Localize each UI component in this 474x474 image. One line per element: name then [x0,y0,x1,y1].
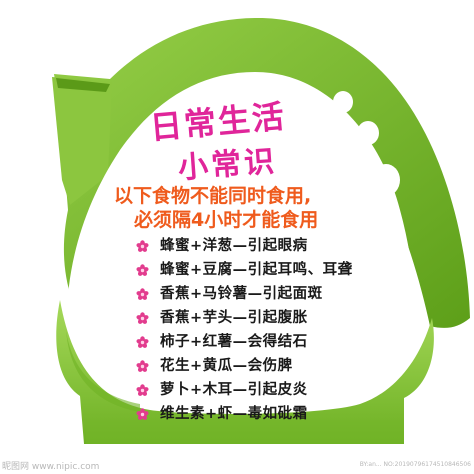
food-combination-list: 蜂蜜+洋葱—引起眼病 蜂蜜+豆腐—引起耳鸣、耳聋 香蕉+马铃薯—引起面斑 香蕉+… [136,233,353,425]
watermark-site: 昵图网 www.nipic.com [2,462,100,472]
tip-text: 柿子+红薯—会得结石 [160,334,308,350]
title-common-sense: 小常识 [177,144,279,186]
watermark-id: BY:an... NO:20190796174510846506 [359,461,471,468]
subtitle-interval-note: 必须隔4小时才能食用 [134,209,319,231]
sign-board [66,72,415,408]
tip-text: 萝卜+木耳—引起皮炎 [160,382,308,398]
pink-flower-icon [136,286,149,300]
list-item: 花生+黄瓜—会伤脾 [136,353,353,376]
pink-flower-icon [136,406,149,420]
roof-windows [333,91,400,196]
roof-window-circle [357,121,379,145]
tip-text: 香蕉+芋头—引起腹胀 [160,310,308,326]
list-item: 香蕉+马铃薯—引起面斑 [136,281,353,304]
tip-text: 香蕉+马铃薯—引起面斑 [160,286,323,302]
tip-text: 维生素+虾—毒如砒霜 [160,406,308,422]
roof-window-circle [372,164,400,196]
pink-flower-icon [136,310,149,324]
tip-text: 花生+黄瓜—会伤脾 [160,358,293,374]
pink-flower-icon [136,382,149,396]
pink-flower-icon [136,358,149,372]
list-item: 蜂蜜+洋葱—引起眼病 [136,233,353,256]
subtitle-food-warning: 以下食物不能同时食用, [114,185,312,207]
list-item: 萝卜+木耳—引起皮炎 [136,377,353,400]
roof-window-circle [333,91,353,113]
house-base [56,300,434,444]
house-roof [52,18,470,328]
pink-flower-icon [136,334,149,348]
tip-text: 蜂蜜+洋葱—引起眼病 [160,238,308,254]
pink-flower-icon [136,262,149,276]
list-item: 香蕉+芋头—引起腹胀 [136,305,353,328]
list-item: 蜂蜜+豆腐—引起耳鸣、耳聋 [136,257,353,280]
tip-text: 蜂蜜+豆腐—引起耳鸣、耳聋 [160,262,353,278]
pink-flower-icon [136,238,149,252]
list-item: 维生素+虾—毒如砒霜 [136,401,353,424]
list-item: 柿子+红薯—会得结石 [136,329,353,352]
